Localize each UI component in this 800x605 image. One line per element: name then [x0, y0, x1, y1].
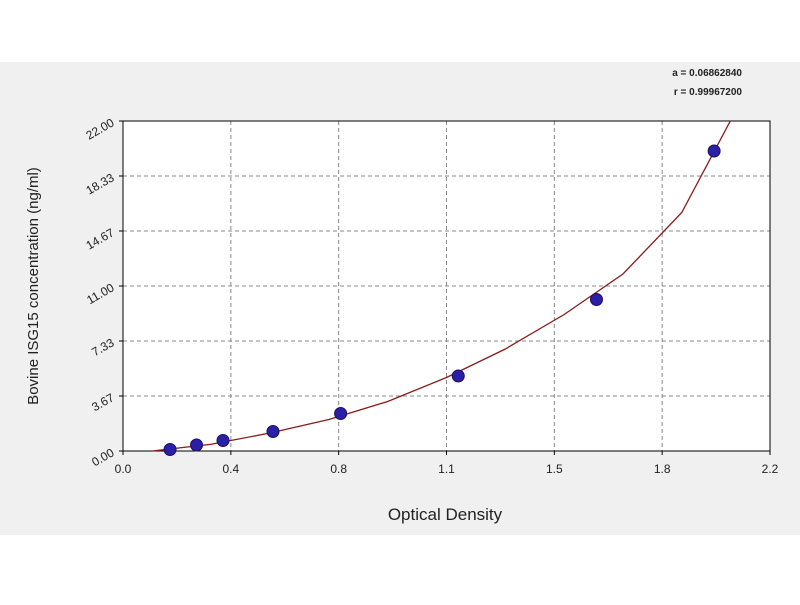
y-axis-label: Bovine ISG15 concentration (ng/ml) — [25, 167, 42, 405]
x-tick-label: 1.8 — [654, 462, 671, 476]
plot-border — [122, 120, 771, 452]
x-tick-label: 0.8 — [330, 462, 347, 476]
data-point — [190, 438, 204, 452]
x-tick-label: 0.0 — [115, 462, 132, 476]
data-point — [707, 144, 721, 158]
data-point — [163, 443, 177, 456]
x-tick-label: 1.1 — [438, 462, 455, 476]
x-tick-label: 0.4 — [222, 462, 239, 476]
annotation: a = 0.06862840 — [672, 68, 742, 79]
data-point — [451, 369, 465, 383]
data-point — [266, 425, 280, 438]
fit-curve — [152, 120, 731, 452]
annotation: r = 0.99967200 — [674, 87, 743, 98]
x-axis-label: Optical Density — [388, 505, 503, 524]
x-tick-label: 1.5 — [546, 462, 563, 476]
data-point — [216, 434, 230, 447]
data-point — [589, 293, 603, 306]
data-point — [334, 407, 348, 420]
x-tick-label: 2.2 — [762, 462, 779, 476]
